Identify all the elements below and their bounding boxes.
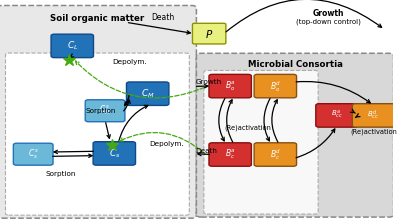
- Text: $C_s$: $C_s$: [109, 147, 120, 160]
- FancyBboxPatch shape: [93, 142, 136, 165]
- FancyBboxPatch shape: [85, 100, 125, 122]
- FancyBboxPatch shape: [209, 74, 251, 98]
- Text: $B_c^d$: $B_c^d$: [269, 147, 281, 162]
- Text: $C_L$: $C_L$: [67, 40, 78, 52]
- Text: Microbial Consortia: Microbial Consortia: [248, 60, 343, 69]
- FancyBboxPatch shape: [6, 53, 189, 215]
- FancyBboxPatch shape: [192, 23, 226, 44]
- Text: $B_o^a$: $B_o^a$: [225, 79, 236, 93]
- FancyBboxPatch shape: [126, 82, 169, 105]
- Text: Growth: Growth: [195, 79, 221, 85]
- Text: $C_M^s$: $C_M^s$: [99, 104, 111, 118]
- Text: Soil organic matter: Soil organic matter: [50, 13, 144, 23]
- FancyBboxPatch shape: [254, 74, 297, 98]
- Text: $B_{cc}^d$: $B_{cc}^d$: [367, 109, 380, 122]
- Text: $P$: $P$: [205, 28, 213, 40]
- Text: Death: Death: [195, 149, 217, 154]
- FancyBboxPatch shape: [352, 104, 395, 127]
- FancyBboxPatch shape: [254, 143, 297, 166]
- Text: Depolym.: Depolym.: [149, 141, 184, 147]
- FancyBboxPatch shape: [209, 143, 251, 166]
- Text: Sorption: Sorption: [85, 108, 116, 114]
- FancyBboxPatch shape: [204, 70, 318, 214]
- Text: Growth: Growth: [312, 9, 344, 18]
- Text: (Re)activation: (Re)activation: [225, 124, 272, 131]
- Text: $C_M$: $C_M$: [141, 88, 154, 100]
- Text: (Re)activation: (Re)activation: [350, 129, 397, 135]
- Text: Death: Death: [152, 13, 174, 22]
- FancyBboxPatch shape: [51, 34, 93, 58]
- Text: $B_c^a$: $B_c^a$: [225, 148, 236, 161]
- FancyBboxPatch shape: [0, 6, 196, 218]
- FancyBboxPatch shape: [13, 143, 53, 165]
- Text: $B_{cc}^a$: $B_{cc}^a$: [331, 109, 343, 121]
- Text: $B_o^d$: $B_o^d$: [269, 79, 281, 93]
- Text: Sorption: Sorption: [46, 171, 76, 177]
- FancyBboxPatch shape: [316, 104, 358, 127]
- FancyBboxPatch shape: [196, 53, 393, 217]
- Text: Depolym.: Depolym.: [112, 59, 147, 65]
- Text: (top-down control): (top-down control): [296, 19, 360, 25]
- Text: $C_s^s$: $C_s^s$: [28, 147, 38, 161]
